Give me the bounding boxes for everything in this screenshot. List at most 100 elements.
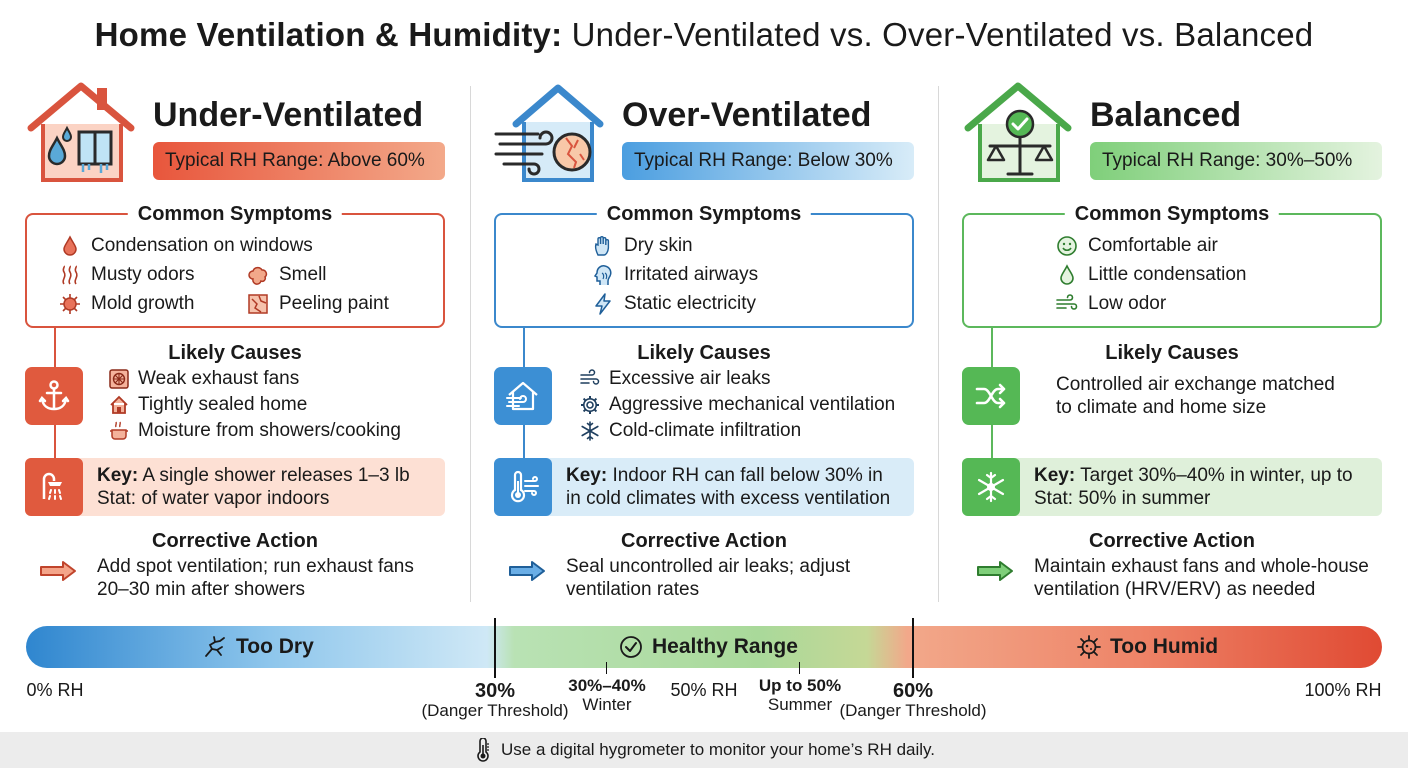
cause-item: Weak exhaust fans [109, 368, 299, 390]
zone-too-humid: Too Humid [1076, 626, 1218, 668]
rh-range-badge: Typical RH Range: Below 30% [622, 142, 914, 180]
key-stat-box: Key: A single shower releases 1–3 lb Stat… [25, 458, 445, 516]
key-stat-text: Key: Target 30%–40% in winter, up to Stat… [1034, 465, 1353, 509]
arrow-right-icon [40, 561, 76, 581]
arrow-right-icon [977, 561, 1013, 581]
odor-waves-icon [62, 265, 78, 285]
corrective-action-text: Seal uncontrolled air leaks; adjust venti… [566, 556, 851, 600]
corrective-action-text: Maintain exhaust fans and whole-house ven… [1034, 556, 1369, 600]
symptom-item: Smell [247, 264, 327, 286]
symptoms-box: Common Symptoms Condensation on windows … [25, 203, 445, 328]
droplet-icon [1060, 264, 1074, 285]
key-stat-box: Key: Indoor RH can fall below 30% in in c… [494, 458, 914, 516]
causes-label: Likely Causes [168, 342, 302, 364]
symptoms-box: Common Symptoms Comfortable air Little c… [962, 203, 1382, 328]
symptom-item: Condensation on windows [59, 235, 313, 257]
smell-cloud-icon [248, 266, 268, 285]
column-divider [470, 86, 471, 602]
footer-tip: Use a digital hygrometer to monitor your… [0, 732, 1408, 768]
rh-scale-bar: Too Dry Healthy Range Too Humid [26, 626, 1382, 668]
house-draft-icon [494, 367, 552, 425]
causes-label: Likely Causes [637, 342, 771, 364]
causes-label: Likely Causes [1105, 342, 1239, 364]
scale-label-30: 30% (Danger Threshold) [421, 680, 569, 720]
threshold-marker-30 [494, 618, 496, 678]
rh-range-badge: Typical RH Range: 30%–50% [1090, 142, 1382, 180]
corrective-action-text: Add spot ventilation; run exhaust fans 20… [97, 556, 414, 600]
symptoms-box: Common Symptoms Dry skin Irritated airwa… [494, 203, 914, 328]
tick-mark [799, 662, 800, 674]
cause-item: Aggressive mechanical ventilation [580, 394, 895, 416]
page-title: Home Ventilation & Humidity: Under-Venti… [94, 16, 1314, 53]
scale-label-min: 0% RH [26, 680, 84, 700]
symptom-item: Irritated airways [592, 264, 758, 286]
home-icon [110, 395, 128, 414]
key-stat-box: Key: Target 30%–40% in winter, up to Stat… [962, 458, 1382, 516]
threshold-marker-60 [912, 618, 914, 678]
arrow-right-icon [509, 561, 545, 581]
column-heading: Balanced [1090, 96, 1242, 134]
tick-mark [606, 662, 607, 674]
symptom-item: Low odor [1056, 293, 1166, 315]
cause-item: Excessive air leaks [580, 368, 771, 390]
symptoms-label: Common Symptoms [596, 203, 812, 226]
column-over-ventilated: Over-Ventilated Typical RH Range: Below … [494, 80, 914, 605]
thermometer-icon [477, 738, 489, 762]
humid-house-icon [27, 82, 135, 182]
column-heading: Under-Ventilated [153, 96, 424, 134]
peeling-paint-icon [248, 294, 268, 314]
symptoms-label: Common Symptoms [1064, 203, 1280, 226]
corrective-action-label: Corrective Action [152, 530, 318, 552]
key-stat-text: Key: A single shower releases 1–3 lb Stat… [97, 465, 410, 509]
lightning-icon [595, 293, 611, 315]
scale-label-max: 100% RH [1304, 680, 1382, 700]
symptom-item: Little condensation [1056, 264, 1246, 286]
zone-healthy-range: Healthy Range [618, 626, 798, 668]
snowflake-icon [581, 421, 599, 441]
corrective-action-label: Corrective Action [1089, 530, 1255, 552]
sun-snowflake-icon [962, 458, 1020, 516]
balanced-house-icon [964, 82, 1072, 182]
symptom-item: Comfortable air [1056, 235, 1218, 257]
scale-label-mid: 50% RH [670, 680, 738, 700]
check-circle-icon [620, 636, 642, 658]
column-balanced: Balanced Typical RH Range: 30%–50% Commo… [962, 80, 1382, 605]
cause-item: Cold-climate infiltration [580, 420, 801, 442]
droplet-icon [63, 235, 77, 256]
head-airways-icon [593, 265, 612, 285]
cause-item: Tightly sealed home [109, 394, 307, 416]
column-heading: Over-Ventilated [622, 96, 872, 134]
anchor-icon [25, 367, 83, 425]
hand-icon [594, 236, 610, 256]
gear-icon [581, 396, 599, 414]
mold-icon [60, 294, 80, 314]
virus-icon [1077, 635, 1101, 659]
symptom-item: Peeling paint [247, 293, 389, 315]
scale-label-60: 60% (Danger Threshold) [839, 680, 987, 720]
drafty-house-icon [494, 84, 604, 182]
cause-text: Controlled air exchange matched to climat… [1056, 374, 1335, 418]
cause-item: Moisture from showers/cooking [109, 420, 401, 442]
fan-icon [109, 369, 129, 389]
scale-label-summer: Up to 50% Summer [758, 676, 842, 714]
wind-icon [580, 369, 600, 385]
rh-range-badge: Typical RH Range: Above 60% [153, 142, 445, 180]
column-under-ventilated: Under-Ventilated Typical RH Range: Above… [25, 80, 445, 605]
corrective-action-label: Corrective Action [621, 530, 787, 552]
pot-icon [110, 421, 128, 440]
symptoms-label: Common Symptoms [127, 203, 343, 226]
crack-icon [205, 636, 225, 657]
symptom-item: Musty odors [59, 264, 194, 286]
symptom-item: Mold growth [59, 293, 195, 315]
scale-label-winter: 30%–40% Winter [568, 676, 646, 714]
shower-icon [25, 458, 83, 516]
wind-icon [1056, 294, 1078, 310]
zone-too-dry: Too Dry [202, 626, 314, 668]
symptom-item: Static electricity [592, 293, 756, 315]
thermometer-wind-icon [494, 458, 552, 516]
symptom-item: Dry skin [592, 235, 693, 257]
key-stat-text: Key: Indoor RH can fall below 30% in in c… [566, 465, 891, 509]
smile-icon [1057, 236, 1077, 256]
column-divider [938, 86, 939, 602]
shuffle-icon [962, 367, 1020, 425]
